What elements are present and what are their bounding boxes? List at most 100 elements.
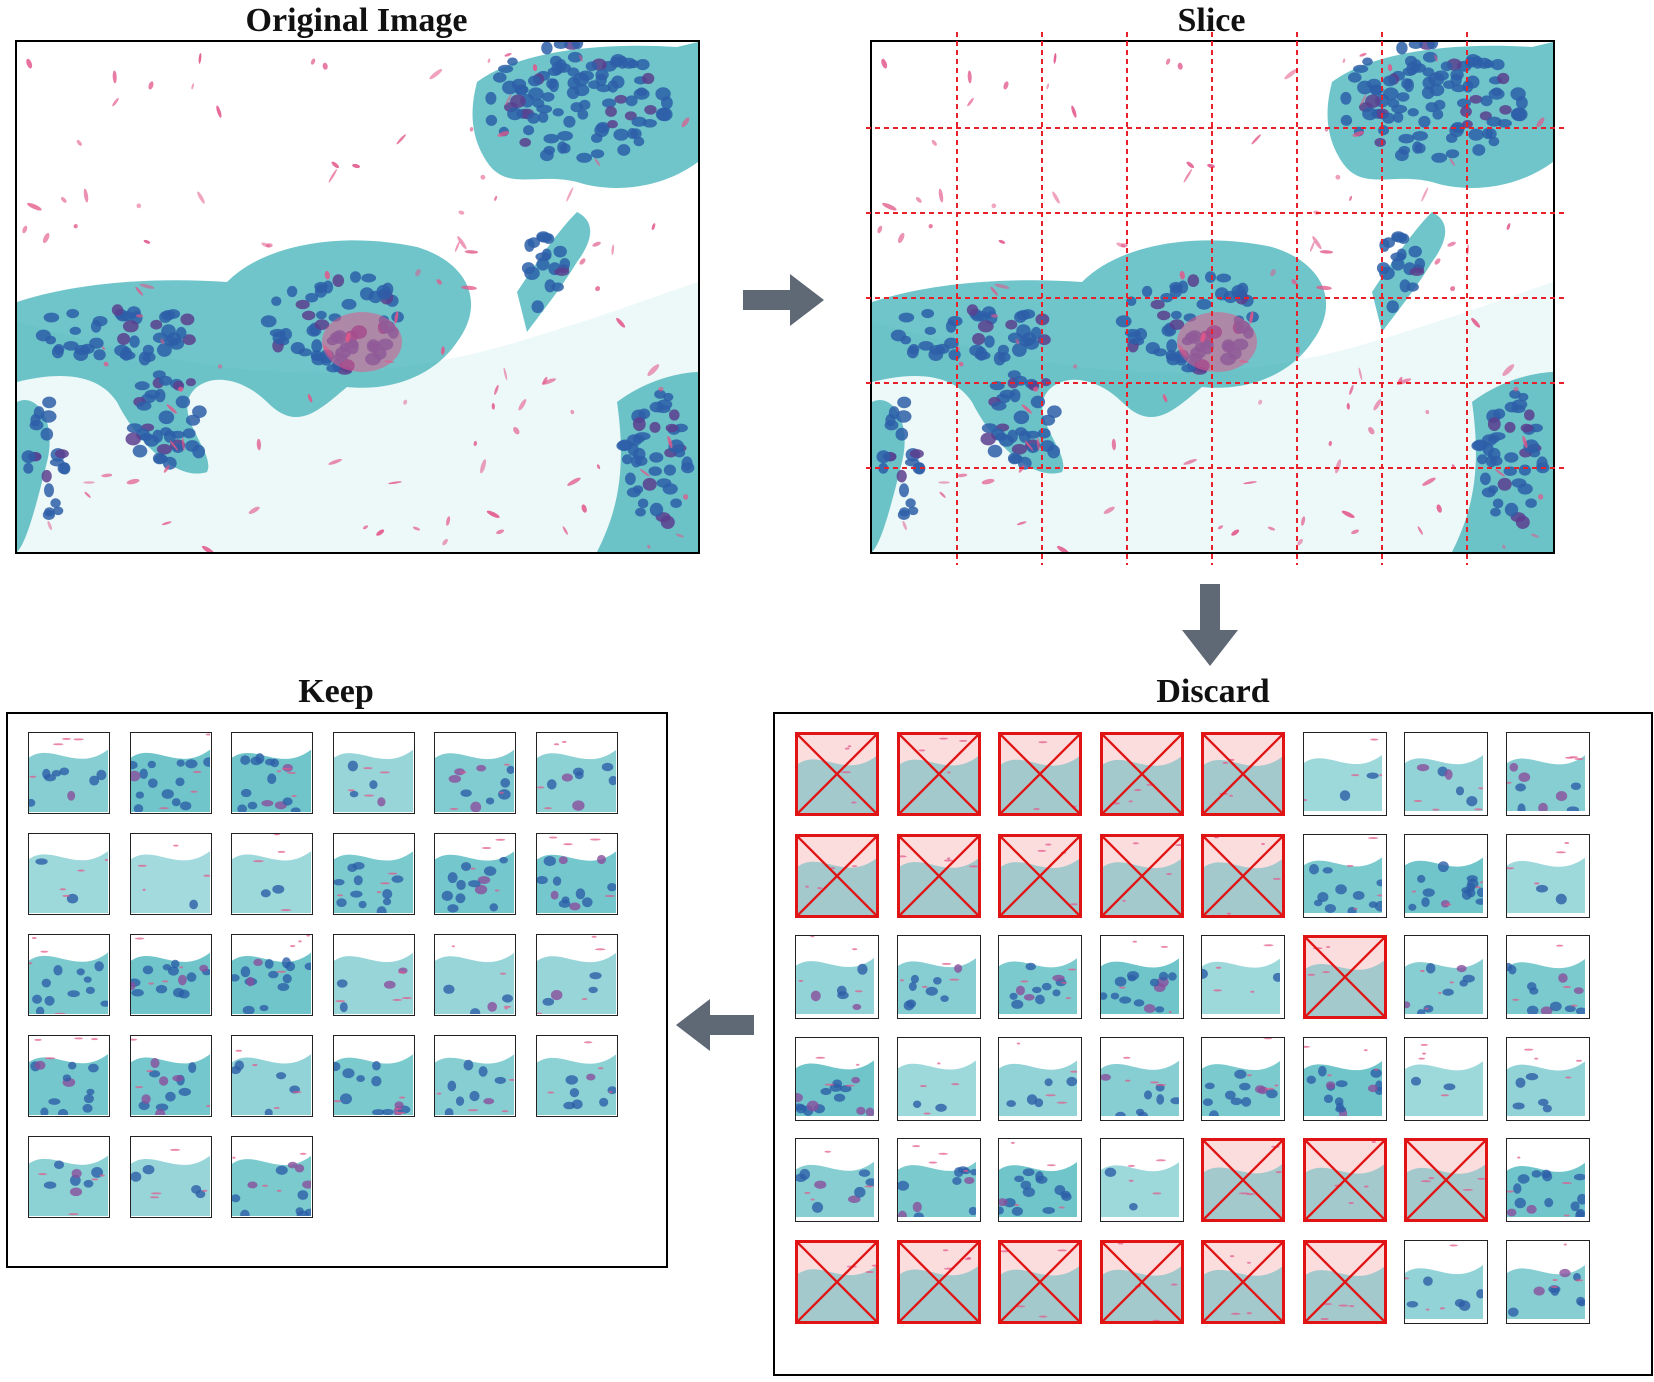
tile-image [899,1248,978,1321]
cross-mark-icon [1102,836,1181,915]
kept-tile [795,935,879,1019]
tile-image [232,1152,311,1216]
tile-image [1506,1048,1585,1116]
cross-mark-icon [1001,836,1079,915]
kept-tile [535,1035,618,1117]
tile-image [435,838,514,913]
tile-image [1303,738,1382,811]
kept-tile [998,935,1082,1019]
cross-mark-icon [899,735,978,813]
kept-tile [28,732,110,814]
tile-image [1100,1159,1179,1217]
tile-image [1405,1243,1483,1319]
discarded-tile [1201,732,1285,816]
tile-image [796,936,874,1014]
tile-image [130,844,210,913]
kept-tile [535,934,618,1016]
kept-tile [231,732,313,814]
tile-image [232,935,311,1014]
kept-tile [1505,833,1590,918]
tile-image [435,945,514,1014]
kept-tile [896,935,981,1019]
kept-tile [998,1036,1082,1121]
discarded-tile [896,1239,981,1324]
keep-panel [6,712,668,1268]
discarded-tile [1302,1138,1387,1222]
tile-image [1506,755,1585,811]
cross-mark-icon [1102,735,1181,813]
kept-tile [129,732,212,814]
kept-tile [1404,833,1488,918]
cross-mark-icon [1305,1242,1384,1321]
discarded-tile [998,732,1082,816]
kept-tile [332,1035,415,1117]
tile-image [1100,1056,1179,1116]
tile-image [130,1038,210,1115]
kept-tile [535,833,618,915]
slice-panel [870,40,1555,554]
kept-tile [28,1035,110,1117]
tile-image [536,836,616,913]
kept-tile [1404,732,1488,816]
tile-image [130,1148,210,1216]
tile-image [29,851,108,913]
kept-tile [434,732,516,814]
tile-image [1204,1254,1282,1321]
kept-tile [28,833,110,915]
cross-mark-icon [1204,836,1282,915]
tile-image [897,958,976,1014]
tile-image [1407,1164,1485,1219]
discarded-tile [998,833,1082,918]
kept-tile [231,833,313,915]
discarded-tile [896,833,981,918]
slice-title: Slice [1177,2,1246,39]
tile-image [333,851,413,913]
tile-image [130,937,210,1014]
discarded-tile [1404,1138,1488,1222]
sliced-micrograph [872,42,1553,552]
tile-image [435,749,514,812]
cross-mark-icon [798,836,876,915]
cross-mark-icon [1204,1242,1282,1321]
cross-mark-icon [1407,1141,1485,1219]
tile-image [333,1054,413,1115]
cross-mark-icon [899,836,978,915]
cross-mark-icon [1204,735,1282,813]
tile-image [130,733,210,812]
kept-tile [28,934,110,1016]
kept-tile [231,1136,313,1218]
discard-panel [773,712,1653,1376]
tile-image [29,1155,108,1216]
cross-mark-icon [1305,1141,1384,1219]
kept-tile [1099,1138,1184,1222]
tile-image [1102,1242,1181,1321]
tile-image [798,745,876,813]
tile-image [1305,1266,1384,1321]
kept-tile [1201,935,1285,1019]
kept-tile [1302,732,1387,816]
kept-tile [129,934,212,1016]
tile-image [1305,945,1384,1016]
tile-image [897,1145,976,1217]
tile-image [536,740,616,812]
kept-tile [1099,1036,1184,1121]
tile-image [1303,836,1382,913]
tile-image [1405,857,1483,913]
discarded-tile [1201,1239,1285,1324]
tile-image [798,1264,876,1321]
kept-tile [795,1138,879,1222]
kept-tile [332,833,415,915]
tile-image [796,1056,874,1116]
kept-tile [434,833,516,915]
kept-tile [896,1138,981,1222]
keep-title: Keep [298,673,374,710]
tile-image [1202,1037,1280,1116]
kept-tile [1404,1036,1488,1121]
kept-tile [535,732,618,814]
cross-mark-icon [1305,938,1384,1016]
tile-image [435,1054,514,1115]
discarded-tile [1201,833,1285,918]
tile-image [796,1150,874,1217]
kept-tile [1099,935,1184,1019]
tile-image [1204,836,1282,915]
